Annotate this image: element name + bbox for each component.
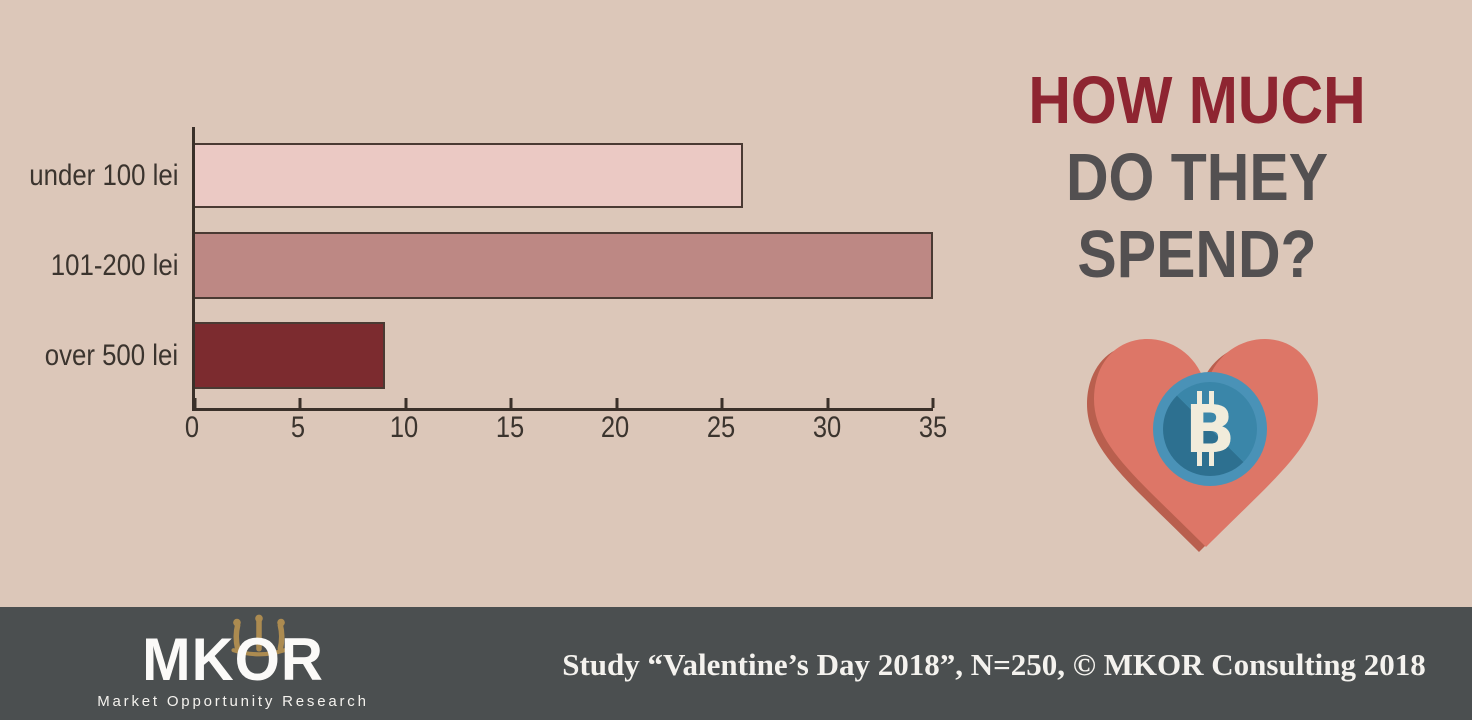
- category-label: under 100 lei: [28, 158, 178, 192]
- logo-tagline: Market Opportunity Research: [97, 693, 369, 710]
- bar-under-100-lei: [195, 143, 744, 208]
- x-axis-tick: [509, 398, 513, 408]
- x-axis-tick: [193, 398, 197, 408]
- x-axis-tick-labels: 0 5 10 15 20 25 30 35: [185, 411, 947, 447]
- bitcoin-icon: B: [1153, 372, 1267, 486]
- title-line-2: DO THEY: [1065, 140, 1329, 215]
- footer: MKOR Market Opportunity Research Study “…: [0, 607, 1472, 720]
- mkor-logo: MKOR Market Opportunity Research: [88, 611, 378, 710]
- category-label: 101-200 lei: [50, 248, 178, 282]
- page-title: HOW MUCH DO THEY SPEND?: [1000, 62, 1394, 293]
- x-axis-tick-label: 5: [290, 411, 305, 444]
- category-labels: under 100 lei 101-200 lei over 500 lei: [0, 127, 184, 408]
- logo-wordmark: MKOR: [142, 626, 324, 693]
- x-axis-tick-label: 0: [184, 411, 200, 444]
- x-axis-tick: [720, 398, 724, 408]
- x-axis-tick-label: 15: [495, 411, 524, 444]
- x-axis-tick-label: 30: [812, 411, 842, 444]
- x-axis-tick-label: 35: [918, 411, 948, 444]
- x-axis-tick: [298, 398, 302, 408]
- heart-bitcoin-illustration: B: [1086, 325, 1326, 557]
- x-axis-tick-label: 25: [707, 411, 736, 444]
- study-citation: Study “Valentine’s Day 2018”, N=250, © M…: [562, 647, 1426, 682]
- x-axis-tick: [826, 398, 830, 408]
- heart-icon: B: [1087, 339, 1318, 552]
- x-axis-tick-label: 10: [389, 411, 418, 444]
- x-axis-tick-label: 20: [601, 411, 630, 444]
- plot-area: [192, 127, 935, 411]
- title-line-3: SPEND?: [1077, 217, 1317, 292]
- x-axis-tick: [931, 398, 935, 408]
- bar-101-200-lei: [195, 232, 933, 299]
- x-axis-tick: [404, 398, 408, 408]
- bar-over-500-lei: [195, 322, 385, 389]
- title-line-1: HOW MUCH: [1028, 63, 1366, 138]
- category-label: over 500 lei: [44, 338, 178, 372]
- x-axis-tick: [615, 398, 619, 408]
- crown-icon: [231, 614, 287, 657]
